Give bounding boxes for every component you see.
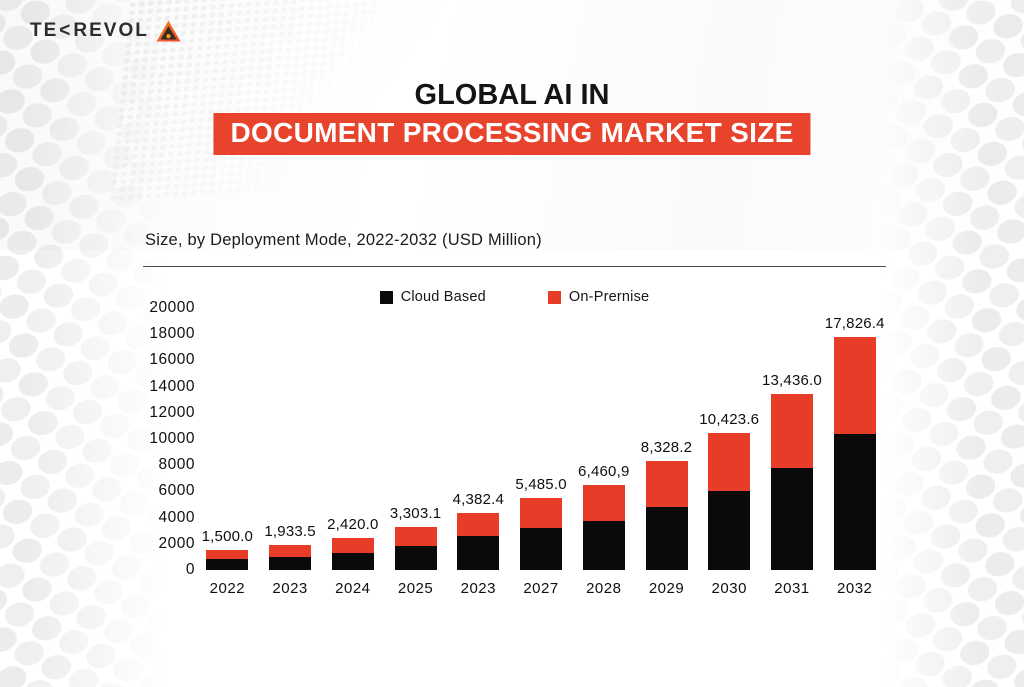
y-tick-label: 20000 — [149, 299, 195, 316]
bar-segment-on-premise — [331, 538, 374, 554]
bar-total-label: 2,420.0 — [327, 516, 379, 534]
x-tick-label: 2031 — [774, 580, 810, 597]
bar-total-label: 4,382.4 — [452, 490, 505, 508]
bar-group-2028: 6,460,9 — [572, 308, 635, 570]
x-tick-label: 2027 — [523, 580, 559, 597]
bar-segment-cloud-based — [645, 506, 688, 570]
x-tick-label: 2025 — [397, 580, 434, 597]
x-tick-label: 2022 — [209, 580, 246, 597]
bar-group-2031: 13,436.0 — [761, 308, 824, 570]
x-tick-label: 2032 — [837, 580, 873, 597]
bar-total-label: 13,436.0 — [761, 372, 822, 390]
bar-segment-on-premise — [645, 460, 688, 507]
bar-segment-on-premise — [206, 550, 249, 559]
legend-label-on-premise: On-Prernise — [568, 289, 650, 305]
legend-item-cloud-based: Cloud Based — [379, 289, 486, 305]
bar-total-label: 6,460,9 — [578, 463, 630, 481]
bar-segment-cloud-based — [269, 556, 312, 570]
bar-total-label: 1,500.0 — [201, 528, 254, 546]
x-tick-label: 2023 — [460, 580, 496, 597]
logo-text-left: TE — [30, 20, 59, 41]
bar-group-2032: 17,826.4 — [823, 308, 886, 570]
bar-group-2023: 4,382.4 — [447, 308, 510, 570]
bar-total-label: 17,826.4 — [824, 314, 885, 332]
bar-segment-on-premise — [269, 544, 312, 557]
chart-subtitle: Size, by Deployment Mode, 2022-2032 (USD… — [145, 231, 542, 249]
bar-segment-on-premise — [520, 498, 563, 529]
y-tick-label: 14000 — [149, 377, 195, 395]
chart-legend: Cloud Based On-Prernise — [143, 289, 886, 305]
bar-total-label: 5,485.0 — [515, 476, 567, 494]
x-axis-labels: 2022 2023 2024 2025 2023 2027 2028 2029 2030 2031… — [196, 580, 886, 597]
logo-k-glyph: < — [59, 19, 73, 42]
legend-swatch-cloud-based — [379, 290, 393, 304]
bar-segment-on-premise — [833, 336, 876, 434]
bar-group-2029: 8,328.2 — [635, 308, 698, 570]
bar-segment-cloud-based — [394, 545, 437, 570]
y-axis-labels: 20000 18000 16000 14000 12000 10000 8000 6000 40… — [115, 0, 195, 687]
bar-total-label: 8,328.2 — [640, 438, 693, 456]
y-tick-label: 4000 — [158, 508, 195, 526]
y-tick-label: 10000 — [149, 430, 195, 447]
y-tick-label: 16000 — [149, 351, 195, 369]
bar-group-2025: 3,303.1 — [384, 308, 447, 570]
x-tick-label: 2030 — [711, 580, 747, 597]
bar-group-2023: 1,933.5 — [259, 308, 322, 570]
divider-line — [143, 266, 886, 267]
bar-segment-cloud-based — [520, 528, 563, 570]
bar-segment-on-premise — [770, 394, 813, 469]
legend-label-cloud-based: Cloud Based — [400, 289, 486, 305]
bar-group-2027: 5,485.0 — [510, 308, 573, 570]
bar-segment-on-premise — [582, 485, 625, 522]
bar-segment-on-premise — [394, 526, 437, 546]
x-tick-label: 2024 — [335, 580, 371, 597]
bar-segment-on-premise — [708, 433, 751, 491]
legend-item-on-premise: On-Prernise — [547, 289, 650, 305]
bar-segment-cloud-based — [206, 558, 249, 570]
plot-area: 1,500.0 1,933.5 2,420.0 3,303.1 4,382.4 5,485… — [196, 308, 886, 570]
y-tick-label: 6000 — [158, 482, 195, 500]
y-tick-label: 18000 — [149, 325, 195, 343]
bar-total-label: 3,303.1 — [389, 504, 442, 522]
x-tick-label: 2023 — [272, 580, 308, 597]
bar-segment-cloud-based — [833, 433, 876, 570]
page-title-banner: DOCUMENT PROCESSING MARKET SIZE — [213, 113, 811, 155]
bar-segment-cloud-based — [582, 521, 625, 570]
bar-group-2030: 10,423.6 — [698, 308, 761, 570]
bar-segment-cloud-based — [457, 536, 500, 570]
legend-swatch-on-premise — [547, 290, 561, 304]
bar-total-label: 1,933.5 — [264, 522, 316, 540]
bar-group-2024: 2,420.0 — [321, 308, 384, 570]
bar-group-2022: 1,500.0 — [196, 308, 259, 570]
bar-segment-cloud-based — [708, 490, 751, 570]
y-tick-label: 8000 — [158, 456, 195, 474]
bar-segment-on-premise — [457, 512, 500, 537]
x-tick-label: 2028 — [586, 580, 622, 597]
bar-total-label: 10,423.6 — [699, 411, 760, 429]
bar-segment-cloud-based — [331, 553, 374, 570]
y-tick-label: 0 — [185, 561, 195, 578]
y-tick-label: 2000 — [158, 534, 195, 552]
y-tick-label: 12000 — [149, 403, 195, 421]
x-tick-label: 2029 — [648, 580, 685, 597]
bar-segment-cloud-based — [770, 468, 813, 570]
